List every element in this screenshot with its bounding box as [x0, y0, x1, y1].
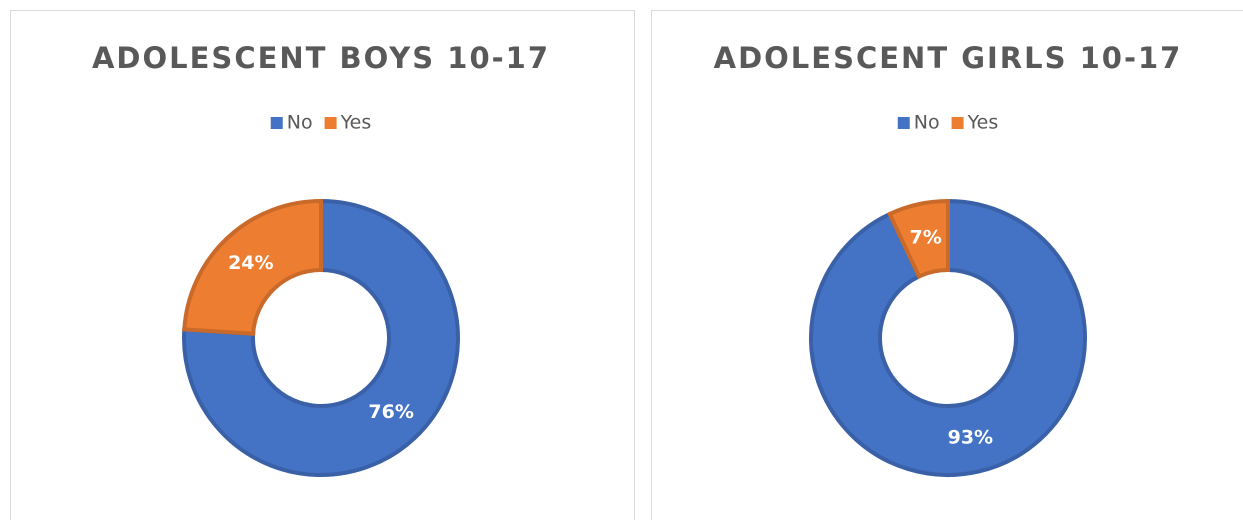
data-label: 7%	[910, 226, 942, 248]
legend-label: No	[287, 112, 313, 134]
legend-label: Yes	[967, 112, 999, 134]
legend-swatch	[270, 117, 283, 129]
donut-slice	[182, 198, 323, 336]
legend-label: Yes	[340, 112, 372, 134]
data-label: 93%	[948, 427, 993, 449]
donut-slice	[809, 198, 1087, 477]
legend-swatch	[897, 117, 910, 129]
data-label: 24%	[228, 252, 273, 274]
legend-swatch	[324, 117, 337, 129]
donut-slice	[182, 198, 460, 477]
chart-title: ADOLESCENT BOYS 10-17	[92, 41, 550, 75]
chart-title: ADOLESCENT GIRLS 10-17	[714, 41, 1183, 75]
legend-label: No	[914, 112, 940, 134]
donut-slice	[887, 198, 950, 280]
legend-swatch	[951, 117, 964, 129]
data-label: 76%	[368, 401, 413, 423]
